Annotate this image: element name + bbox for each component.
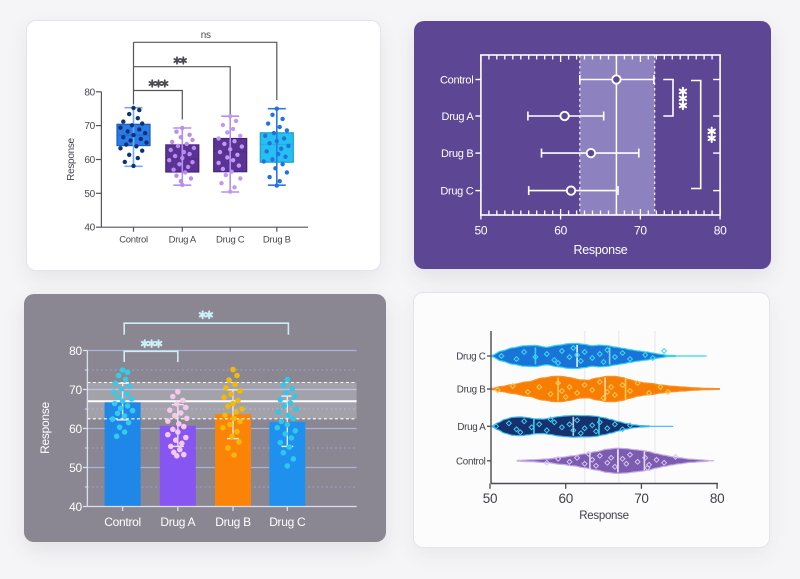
svg-text:60: 60 bbox=[84, 155, 95, 166]
svg-text:80: 80 bbox=[710, 491, 724, 506]
svg-text:50: 50 bbox=[84, 189, 95, 200]
svg-text:70: 70 bbox=[69, 383, 82, 397]
svg-text:60: 60 bbox=[558, 491, 572, 506]
svg-text:60: 60 bbox=[69, 422, 82, 436]
svg-text:Control: Control bbox=[104, 515, 141, 529]
svg-text:Drug A: Drug A bbox=[160, 515, 195, 529]
svg-text:Drug C: Drug C bbox=[216, 235, 245, 246]
svg-text:Response: Response bbox=[38, 402, 52, 454]
svg-text:50: 50 bbox=[475, 224, 488, 238]
svg-text:70: 70 bbox=[634, 224, 647, 238]
svg-text:Control: Control bbox=[456, 456, 486, 467]
svg-text:Drug A: Drug A bbox=[442, 111, 475, 123]
svg-text:Response: Response bbox=[66, 137, 77, 180]
svg-text:50: 50 bbox=[483, 491, 497, 506]
svg-text:Drug C: Drug C bbox=[456, 352, 485, 363]
svg-text:Drug A: Drug A bbox=[169, 235, 197, 246]
svg-text:80: 80 bbox=[714, 224, 727, 238]
svg-text:Response: Response bbox=[574, 243, 628, 257]
svg-text:Drug B: Drug B bbox=[263, 235, 291, 246]
svg-text:Drug C: Drug C bbox=[269, 515, 306, 529]
svg-text:50: 50 bbox=[69, 461, 82, 475]
svg-text:Drug C: Drug C bbox=[440, 186, 473, 198]
svg-text:60: 60 bbox=[554, 224, 567, 238]
svg-text:80: 80 bbox=[69, 344, 82, 358]
svg-text:Drug B: Drug B bbox=[457, 385, 486, 396]
svg-text:Control: Control bbox=[119, 235, 148, 246]
svg-text:Drug B: Drug B bbox=[215, 515, 251, 529]
svg-text:Response: Response bbox=[579, 510, 628, 522]
svg-text:70: 70 bbox=[634, 491, 648, 506]
svg-text:Drug A: Drug A bbox=[457, 422, 486, 433]
svg-text:Drug B: Drug B bbox=[441, 148, 473, 160]
svg-text:ns: ns bbox=[201, 30, 211, 41]
svg-text:80: 80 bbox=[84, 87, 95, 98]
svg-text:Control: Control bbox=[440, 75, 473, 87]
svg-text:70: 70 bbox=[84, 121, 95, 132]
svg-text:40: 40 bbox=[69, 500, 82, 514]
svg-text:40: 40 bbox=[84, 223, 95, 234]
